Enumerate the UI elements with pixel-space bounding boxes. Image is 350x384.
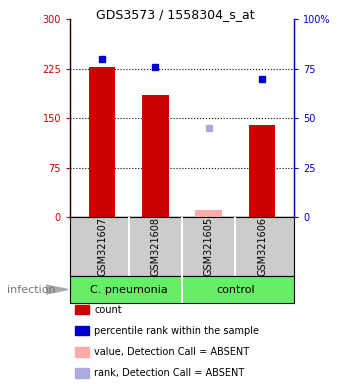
- Text: control: control: [216, 285, 255, 295]
- Text: GSM321607: GSM321607: [97, 217, 107, 276]
- Bar: [142, 95, 169, 217]
- Text: C. pneumonia: C. pneumonia: [90, 285, 168, 295]
- Bar: [248, 125, 275, 217]
- Polygon shape: [46, 285, 68, 294]
- Text: value, Detection Call = ABSENT: value, Detection Call = ABSENT: [94, 347, 250, 357]
- Bar: [89, 67, 116, 217]
- Text: GSM321605: GSM321605: [204, 217, 214, 276]
- Text: count: count: [94, 305, 122, 314]
- Text: GSM321606: GSM321606: [257, 217, 267, 276]
- Text: rank, Detection Call = ABSENT: rank, Detection Call = ABSENT: [94, 368, 245, 378]
- Text: GDS3573 / 1558304_s_at: GDS3573 / 1558304_s_at: [96, 8, 254, 21]
- Bar: [195, 210, 222, 217]
- Text: GSM321608: GSM321608: [150, 217, 160, 276]
- Text: percentile rank within the sample: percentile rank within the sample: [94, 326, 259, 336]
- Text: infection: infection: [7, 285, 56, 295]
